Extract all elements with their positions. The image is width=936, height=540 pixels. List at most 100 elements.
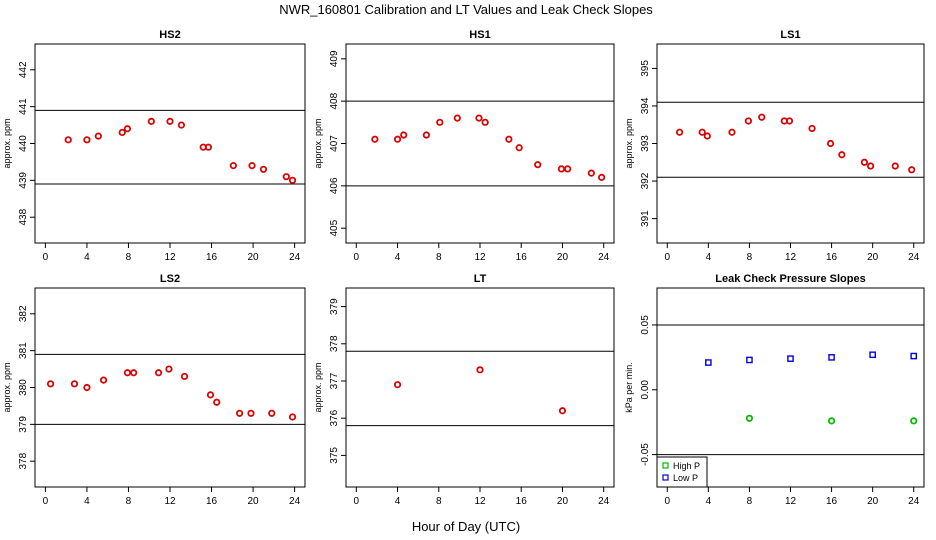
data-point [393,381,402,389]
x-tick-label: 12 [785,252,797,263]
panel-2: HS1 approx. ppm 0 4 8 12 16 20 24 405 406 407 408 409 [313,29,615,263]
legend-swatch [662,474,669,481]
data-point [94,132,102,140]
y-tick-label: 0.05 [640,315,651,335]
data-point [860,158,869,166]
y-tick-label: 377 [329,372,340,389]
y-axis-label: kPa per min. [624,362,634,413]
plot-frame [656,43,925,244]
y-tick-label: 392 [640,172,651,189]
plot-frame [34,287,306,488]
x-tick-label: 0 [354,252,360,263]
panel-title: LS2 [160,273,180,285]
x-tick-label: 24 [289,252,301,263]
x-tick-label: 8 [126,252,132,263]
data-point [206,391,215,399]
y-tick-label: 379 [18,416,29,433]
data-point [564,165,572,173]
data-point [787,355,794,362]
panel-title: LS1 [780,29,800,41]
figure-title: NWR_160801 Calibration and LT Values and… [279,2,653,17]
x-tick-label: 8 [126,496,132,507]
data-point [229,162,237,170]
y-tick-label: 375 [329,447,340,464]
x-tick-label: 0 [664,252,670,263]
data-point [698,128,706,136]
y-tick-label: 406 [329,177,340,194]
data-point [675,128,684,136]
panel-1: HS2 approx. ppm 0 4 8 12 16 20 24 438 439 440 441 442 [2,29,306,263]
data-point [745,414,754,422]
data-point [147,117,155,125]
data-point [123,369,132,377]
plot-frame [345,287,615,488]
data-point [910,352,918,360]
data-point [235,409,244,417]
data-point [393,135,402,143]
y-tick-label: 382 [18,305,29,322]
x-tick-label: 8 [436,252,442,263]
data-point [598,173,606,181]
data-point [866,162,875,170]
data-point [808,124,816,133]
data-point [118,128,126,137]
panel-title: HS1 [469,29,490,41]
data-point [288,176,297,184]
x-tick-label: 12 [474,496,486,507]
x-tick-label: 8 [747,496,753,507]
x-tick-label: 16 [826,496,838,507]
x-tick-label: 12 [164,496,176,507]
x-tick-label: 16 [206,252,218,263]
data-point [123,125,132,133]
y-tick-label: 408 [329,92,340,109]
data-point [422,131,430,139]
panel-title: LT [474,273,487,285]
legend-label: Low P [673,473,698,483]
data-point [744,117,752,125]
data-point [177,121,186,129]
x-tick-label: 16 [516,496,528,507]
x-tick-label: 24 [908,496,920,507]
data-point [908,166,916,174]
data-point [70,380,79,388]
data-point [476,366,484,374]
data-point [213,398,221,406]
x-tick-label: 24 [289,496,301,507]
y-axis-label: approx. ppm [2,362,12,412]
data-point [282,173,290,181]
legend-box [656,456,708,488]
x-tick-label: 0 [354,496,360,507]
x-tick-label: 4 [706,252,712,263]
data-point [891,162,899,170]
panel-6: Leak Check Pressure Slopes kPa per min. 0 4… [624,273,925,507]
panel-4: LS2 approx. ppm 0 4 8 12 16 20 24 378 379 380 381 382 [2,273,306,507]
x-tick-label: 4 [84,252,90,263]
figure-x-axis-label: Hour of Day (UTC) [412,519,520,534]
data-point [705,359,712,366]
data-point [557,165,566,173]
data-point [259,165,268,173]
data-point [481,118,489,126]
x-tick-label: 4 [395,252,401,263]
data-point [828,354,835,361]
x-tick-label: 0 [43,496,49,507]
x-tick-label: 4 [706,496,712,507]
x-tick-label: 16 [516,252,528,263]
x-tick-label: 8 [747,252,753,263]
data-point [371,135,379,143]
data-point [83,136,91,144]
y-axis-label: approx. ppm [313,362,323,412]
y-tick-label: 376 [329,409,340,426]
x-tick-label: 20 [867,496,879,507]
x-tick-label: 24 [598,252,610,263]
plot-frame [345,43,615,244]
data-point [703,132,711,140]
x-tick-label: 20 [248,496,260,507]
x-tick-label: 16 [826,252,838,263]
data-point [534,161,542,169]
x-tick-label: 12 [785,496,797,507]
data-point [838,151,846,159]
data-point [475,114,483,122]
